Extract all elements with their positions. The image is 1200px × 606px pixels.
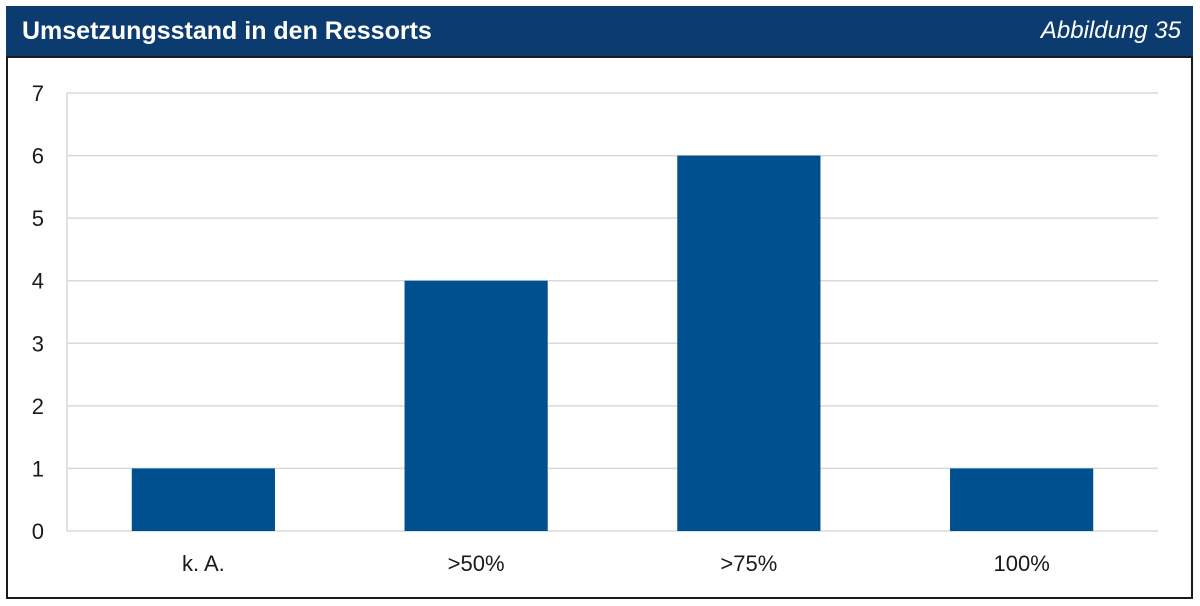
y-tick-label: 4	[32, 269, 44, 294]
bar	[404, 280, 548, 531]
bar	[677, 155, 821, 532]
figure-number: Abbildung 35	[1040, 17, 1181, 44]
x-tick-label: >50%	[448, 551, 505, 576]
x-tick-label: >75%	[720, 551, 777, 576]
chart-title: Umsetzungsstand in den Ressorts	[22, 17, 432, 45]
y-axis-ticks: 0 1 2 3 4 5 6 7	[32, 81, 44, 544]
y-tick-label: 2	[32, 394, 44, 419]
bar	[131, 468, 275, 531]
x-tick-label: k. A.	[182, 551, 225, 576]
chart-header: Umsetzungsstand in den Ressorts Abbildun…	[6, 6, 1193, 56]
y-tick-label: 6	[32, 144, 44, 169]
bar-chart: 0 1 2 3 4 5 6 7 k. A. >50% >75% 100%	[32, 81, 1158, 576]
gridlines	[66, 92, 1158, 532]
bar	[950, 468, 1094, 531]
x-axis-ticks: k. A. >50% >75% 100%	[182, 551, 1050, 576]
y-tick-label: 1	[32, 456, 44, 481]
y-tick-label: 0	[32, 519, 44, 544]
y-tick-label: 7	[32, 81, 44, 106]
x-tick-label: 100%	[993, 551, 1049, 576]
chart-frame: 0 1 2 3 4 5 6 7 k. A. >50% >75% 100%	[6, 56, 1193, 599]
y-tick-label: 3	[32, 331, 44, 356]
y-tick-label: 5	[32, 206, 44, 231]
bars	[131, 155, 1094, 532]
